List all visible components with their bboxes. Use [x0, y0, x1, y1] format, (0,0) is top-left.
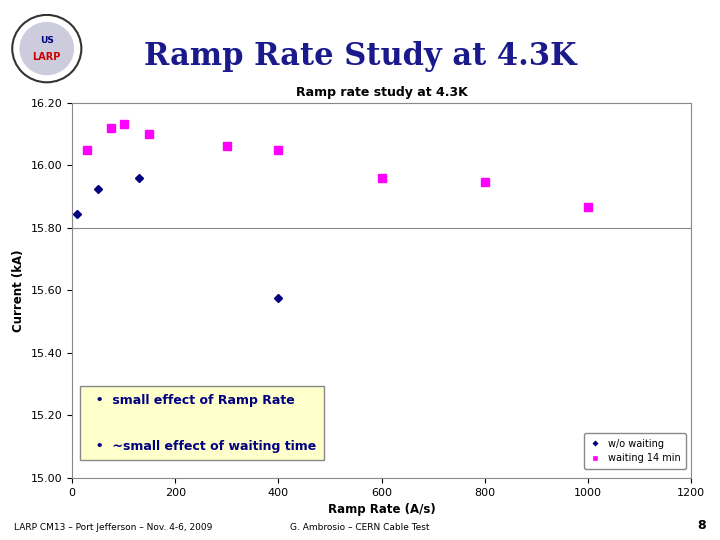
waiting 14 min — [120, 122, 128, 128]
waiting 14 min — [145, 131, 154, 137]
Text: Ramp Rate Study at 4.3K: Ramp Rate Study at 4.3K — [144, 41, 576, 72]
Line: waiting 14 min: waiting 14 min — [84, 120, 592, 212]
Y-axis label: Current (kA): Current (kA) — [12, 249, 25, 332]
waiting 14 min — [584, 204, 593, 211]
waiting 14 min — [222, 143, 231, 150]
w/o waiting — [73, 211, 81, 217]
Text: LARP: LARP — [32, 52, 61, 62]
Line: w/o waiting: w/o waiting — [74, 175, 282, 301]
waiting 14 min — [84, 146, 92, 153]
waiting 14 min — [480, 179, 489, 186]
Text: G. Ambrosio – CERN Cable Test: G. Ambrosio – CERN Cable Test — [290, 523, 430, 532]
Circle shape — [19, 22, 74, 75]
w/o waiting — [94, 185, 102, 192]
waiting 14 min — [274, 146, 283, 153]
Text: US: US — [40, 36, 54, 45]
waiting 14 min — [377, 174, 386, 181]
w/o waiting — [135, 174, 143, 181]
Text: 8: 8 — [697, 519, 706, 532]
Title: Ramp rate study at 4.3K: Ramp rate study at 4.3K — [296, 86, 467, 99]
w/o waiting — [274, 295, 283, 301]
Text: LARP CM13 – Port Jefferson – Nov. 4-6, 2009: LARP CM13 – Port Jefferson – Nov. 4-6, 2… — [14, 523, 213, 532]
Legend: w/o waiting, waiting 14 min: w/o waiting, waiting 14 min — [585, 433, 686, 469]
Text: •  small effect of Ramp Rate

  •  ~small effect of waiting time: • small effect of Ramp Rate • ~small eff… — [88, 394, 317, 453]
waiting 14 min — [107, 124, 115, 131]
X-axis label: Ramp Rate (A/s): Ramp Rate (A/s) — [328, 503, 436, 516]
